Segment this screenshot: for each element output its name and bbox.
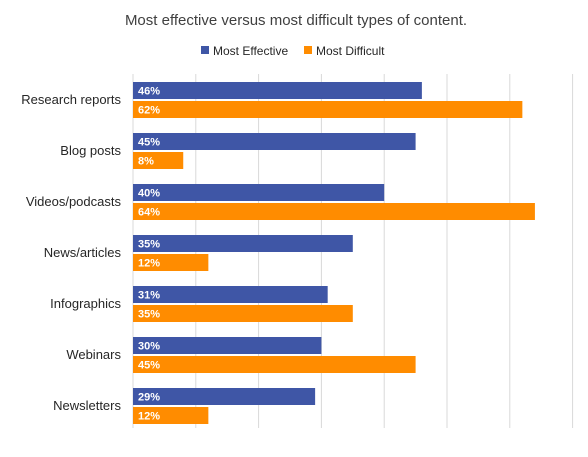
data-label: 45% — [138, 360, 160, 372]
bar-most-effective — [133, 184, 385, 201]
category-label: Blog posts — [60, 143, 121, 158]
category-label: Webinars — [66, 347, 121, 362]
category-label: Research reports — [21, 92, 121, 107]
bar-labels: 46% 62% 45% 8% 40% 64% 35% 12% 31% 35% 30% 45% 29% 12… — [138, 86, 160, 423]
data-label: 46% — [138, 86, 160, 98]
data-label: 62% — [138, 105, 160, 117]
data-label: 8% — [138, 156, 154, 168]
legend-swatch-most-effective — [201, 46, 209, 54]
category-label: Videos/podcasts — [26, 194, 122, 209]
data-label: 35% — [138, 309, 160, 321]
bar-most-difficult — [133, 356, 416, 373]
legend-label-most-effective: Most Effective — [213, 44, 288, 58]
bar-most-difficult — [133, 203, 535, 220]
bars — [133, 82, 535, 424]
data-label: 12% — [138, 258, 160, 270]
category-label: Infographics — [50, 296, 121, 311]
bar-most-difficult — [133, 152, 184, 169]
data-label: 30% — [138, 341, 160, 353]
bar-most-difficult — [133, 254, 209, 271]
bar-most-difficult — [133, 101, 523, 118]
data-label: 12% — [138, 411, 160, 423]
bar-most-difficult — [133, 407, 209, 424]
legend: Most Effective Most Difficult — [201, 44, 385, 58]
category-label: News/articles — [44, 245, 122, 260]
bar-most-effective — [133, 235, 353, 252]
data-label: 45% — [138, 137, 160, 149]
bar-most-effective — [133, 337, 322, 354]
bar-most-effective — [133, 286, 328, 303]
data-label: 64% — [138, 207, 160, 219]
legend-swatch-most-difficult — [304, 46, 312, 54]
bar-most-effective — [133, 133, 416, 150]
data-label: 31% — [138, 290, 160, 302]
category-labels: Research reports Blog posts Videos/podcast… — [21, 92, 121, 413]
bar-most-effective — [133, 82, 422, 99]
bar-most-difficult — [133, 305, 353, 322]
data-label: 35% — [138, 239, 160, 251]
legend-label-most-difficult: Most Difficult — [316, 44, 385, 58]
data-label: 40% — [138, 188, 160, 200]
chart-title: Most effective versus most difficult typ… — [125, 12, 467, 29]
data-label: 29% — [138, 392, 160, 404]
bar-most-effective — [133, 388, 316, 405]
category-label: Newsletters — [53, 398, 121, 413]
